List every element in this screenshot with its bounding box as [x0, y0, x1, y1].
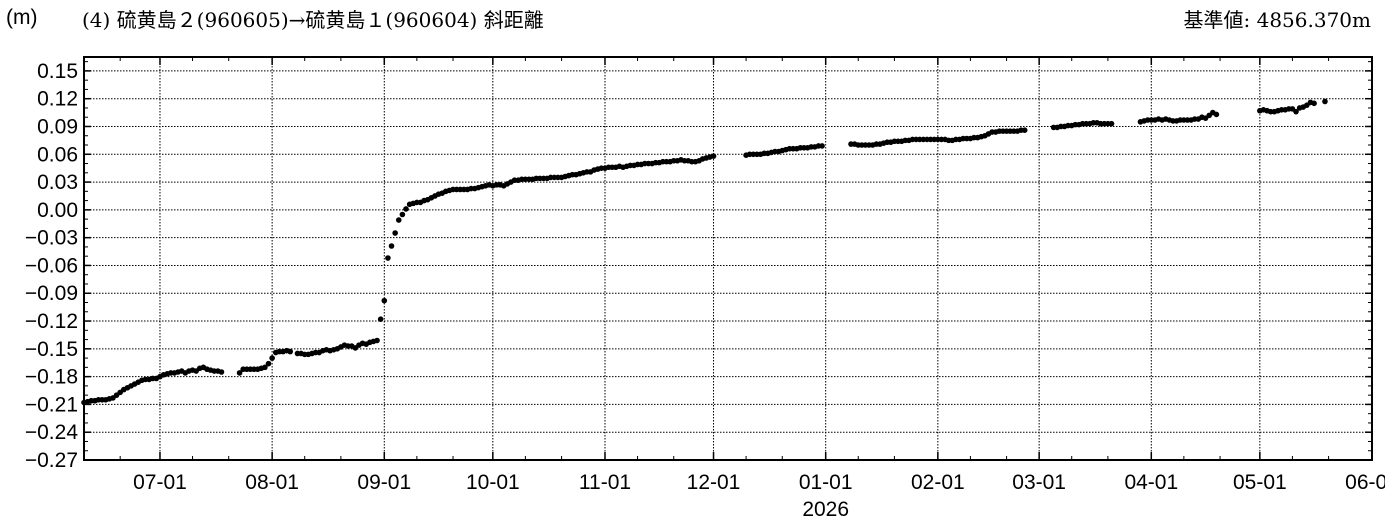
data-point	[1213, 111, 1220, 118]
x-tick-label: 07-01	[133, 471, 187, 494]
data-point	[374, 337, 380, 344]
y-tick-label: 0.15	[37, 60, 78, 83]
data-point	[269, 355, 275, 361]
x-tick-label: 01-01	[799, 471, 853, 494]
x-tick-label: 02-01	[911, 471, 965, 494]
data-point	[403, 206, 409, 212]
data-point	[1311, 100, 1317, 107]
y-axis: 0.15 0.12 0.09 0.06 0.03 0.00 −0.03 −0.06 −0.09 −…	[25, 60, 1372, 472]
y-tick-label: 0.03	[37, 171, 78, 194]
data-point	[377, 316, 384, 322]
x-tick-label: 10-01	[466, 471, 520, 494]
data-point	[395, 217, 402, 223]
x-tick-label: 06-01	[1345, 471, 1385, 494]
y-tick-label: −0.27	[25, 449, 78, 472]
x-tick-label: 11-01	[579, 471, 631, 494]
grid-lines	[84, 57, 1372, 460]
year-label: 2026	[802, 498, 849, 521]
data-point	[819, 143, 825, 149]
data-point	[1021, 127, 1028, 133]
chart-title: (4) 硫黄島２(960605)→硫黄島１(960604) 斜距離	[82, 8, 544, 32]
x-tick-label: 08-01	[245, 471, 299, 494]
y-tick-label: 0.06	[37, 143, 78, 166]
data-point	[287, 348, 294, 355]
data-point	[1322, 98, 1328, 105]
data-point	[381, 297, 388, 304]
x-tick-label: 04-01	[1124, 471, 1178, 494]
data-point	[399, 211, 406, 218]
x-axis: 07-01 08-01 09-01 10-01 11-01 12-01 01-01 02-01…	[119, 57, 1385, 494]
data-point	[262, 364, 268, 371]
y-tick-label: −0.15	[25, 338, 78, 361]
x-tick-label: 05-01	[1233, 471, 1287, 494]
data-point	[265, 360, 272, 367]
y-tick-label: −0.12	[25, 310, 78, 333]
data-points	[81, 98, 1328, 406]
y-tick-label: 0.12	[37, 88, 78, 111]
data-point	[388, 243, 395, 249]
y-tick-label: −0.09	[25, 282, 78, 305]
data-point	[385, 255, 391, 261]
x-tick-label: 09-01	[357, 471, 411, 494]
data-point	[236, 370, 243, 376]
y-tick-label: −0.24	[25, 421, 78, 444]
baseline-value: 基準値: 4856.370m	[1183, 8, 1372, 32]
plot-frame	[83, 56, 1373, 461]
y-tick-label: −0.03	[25, 227, 78, 250]
y-unit-label: (m)	[6, 6, 38, 29]
y-tick-label: −0.18	[25, 366, 78, 389]
data-point	[218, 369, 225, 375]
y-tick-label: 0.00	[37, 199, 78, 222]
data-point	[1293, 108, 1299, 115]
data-point	[1108, 120, 1115, 127]
x-tick-label: 12-01	[687, 471, 741, 494]
data-point	[710, 153, 717, 159]
y-tick-label: −0.21	[25, 393, 78, 416]
x-tick-label: 03-01	[1012, 471, 1066, 494]
y-tick-label: 0.09	[37, 115, 78, 138]
data-point	[392, 230, 398, 236]
y-tick-label: −0.06	[25, 254, 78, 277]
